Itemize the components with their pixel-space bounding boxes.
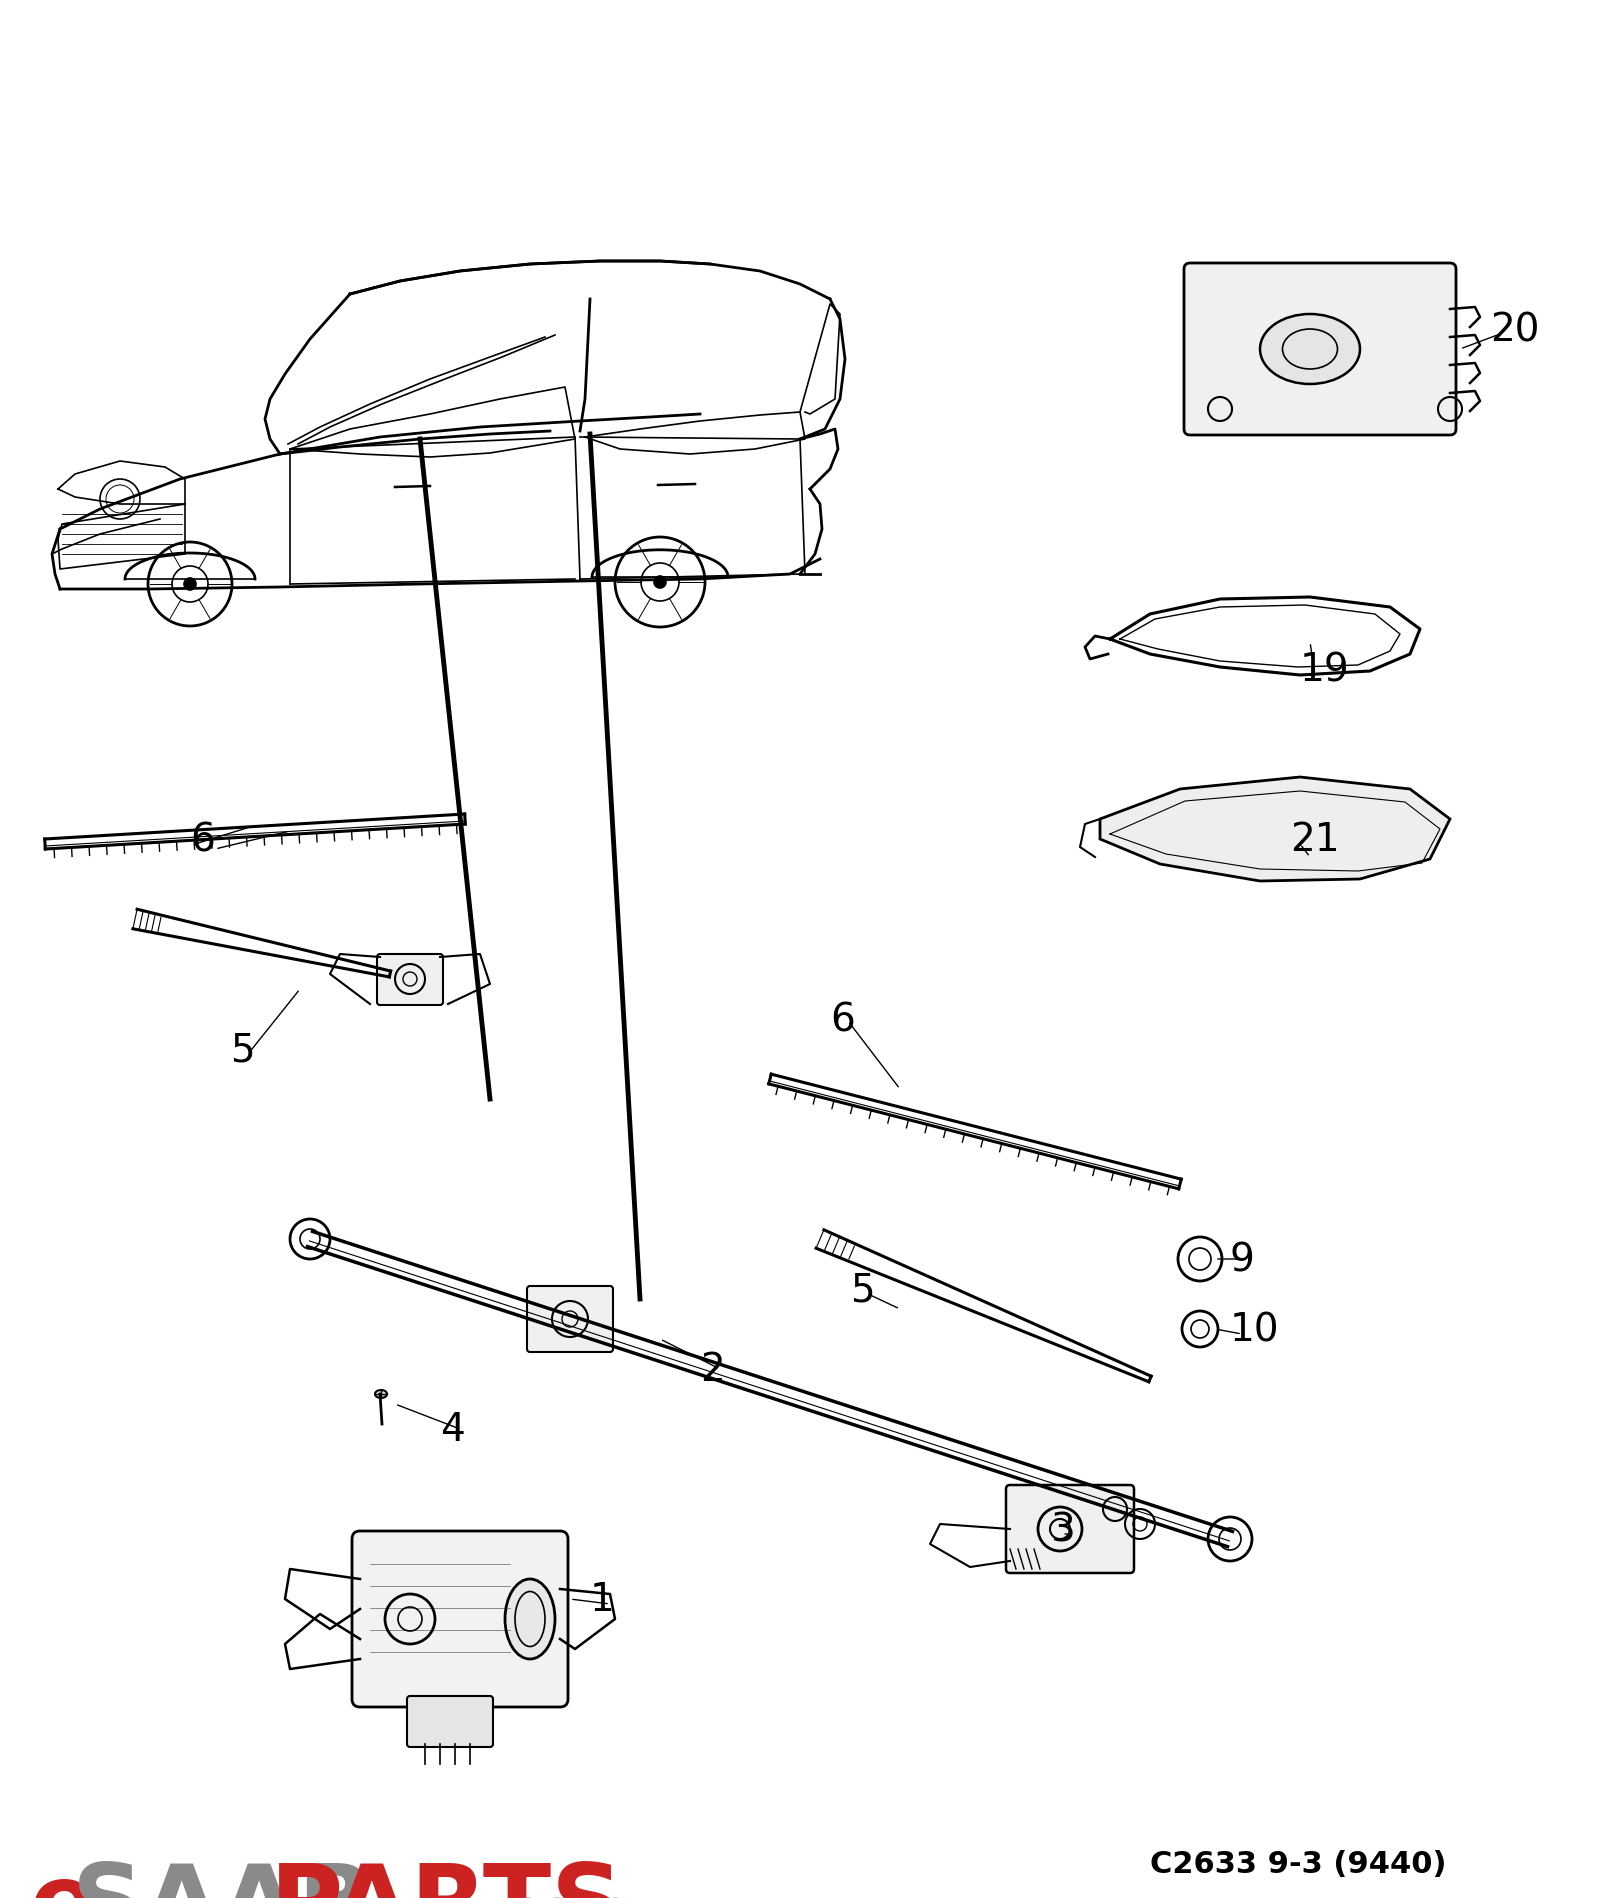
Text: 1: 1: [590, 1581, 614, 1619]
Text: 19: 19: [1299, 651, 1350, 689]
Text: e: e: [30, 1858, 98, 1898]
Text: 2: 2: [701, 1349, 725, 1387]
FancyBboxPatch shape: [526, 1287, 613, 1351]
Text: 4: 4: [440, 1410, 464, 1448]
Text: 3: 3: [1050, 1511, 1075, 1549]
Circle shape: [654, 577, 666, 588]
FancyBboxPatch shape: [378, 955, 443, 1006]
Circle shape: [184, 579, 195, 590]
Text: 5: 5: [230, 1031, 254, 1069]
FancyBboxPatch shape: [1006, 1486, 1134, 1573]
FancyBboxPatch shape: [352, 1532, 568, 1706]
Text: .com: .com: [490, 1887, 630, 1898]
Text: SAAB: SAAB: [72, 1858, 374, 1898]
FancyBboxPatch shape: [1184, 264, 1456, 437]
Text: 10: 10: [1230, 1310, 1280, 1348]
FancyBboxPatch shape: [406, 1697, 493, 1746]
Text: 5: 5: [850, 1270, 875, 1308]
Text: 21: 21: [1290, 820, 1339, 858]
Ellipse shape: [1261, 315, 1360, 385]
Text: 9: 9: [1230, 1241, 1254, 1279]
Ellipse shape: [506, 1579, 555, 1659]
Polygon shape: [1101, 778, 1450, 881]
Ellipse shape: [374, 1389, 387, 1399]
Text: PARTS: PARTS: [270, 1858, 624, 1898]
Text: 6: 6: [190, 820, 214, 858]
Text: C2633 9-3 (9440): C2633 9-3 (9440): [1150, 1849, 1446, 1877]
Text: 6: 6: [830, 1000, 854, 1038]
Text: 20: 20: [1490, 311, 1539, 349]
